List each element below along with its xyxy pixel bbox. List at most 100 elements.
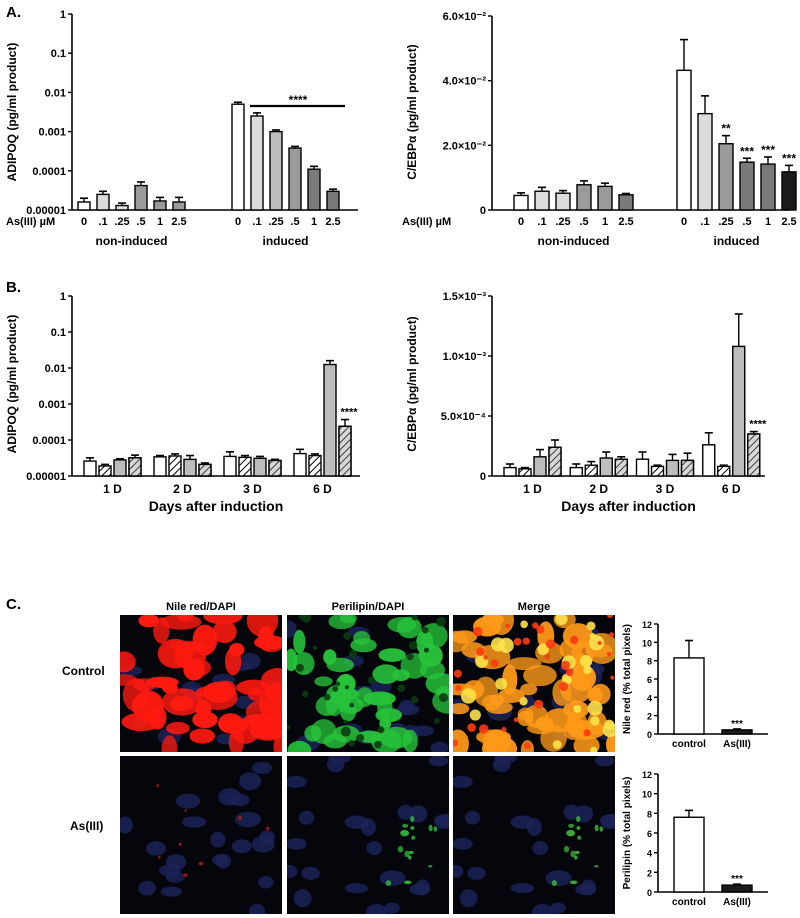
x-tick-label: 1 D (523, 482, 542, 496)
stain-blob (166, 721, 190, 735)
y-tick-label: 0 (647, 730, 652, 740)
lipid-droplet (344, 685, 350, 690)
bar (576, 184, 592, 211)
stain-blob (177, 615, 194, 622)
bar (153, 200, 167, 211)
stain-blob (254, 635, 282, 650)
y-tick-label: 10 (642, 638, 652, 648)
y-axis-label: ADIPOQ (pg/ml product) (5, 43, 19, 182)
y-axis-label: ADIPOQ (pg/ml product) (5, 315, 19, 454)
nucleus-shape (492, 757, 511, 773)
y-tick-label: 6 (647, 829, 652, 839)
nucleus-shape (379, 870, 406, 887)
stain-blob (203, 615, 243, 625)
lipid-droplet (377, 726, 385, 734)
micrograph-control-merge (453, 615, 615, 752)
y-tick-label: 0.01 (45, 363, 66, 375)
x-tick-label: As(III) (723, 897, 751, 908)
lipid-droplet (343, 632, 352, 640)
stain-blob (378, 648, 406, 662)
nucleus-shape (176, 793, 201, 809)
x-tick-label: .1 (98, 216, 107, 228)
nucleus-shape (252, 835, 275, 853)
stain-blob (583, 665, 592, 675)
nucleus-shape (510, 815, 535, 829)
y-tick-label: 8 (647, 657, 652, 667)
nucleus-shape (344, 883, 369, 894)
stain-blob (555, 615, 568, 626)
nucleus-shape (218, 788, 242, 806)
row-label-control: Control (62, 664, 105, 678)
lipid-droplet (343, 719, 348, 724)
lipid-droplet (332, 685, 339, 692)
group-label: induced (262, 234, 308, 248)
nucleus-shape (550, 902, 566, 914)
nucleus-shape (464, 810, 481, 825)
stain-blob (178, 842, 182, 846)
x-tick-label: 2.5 (618, 216, 633, 228)
lipid-droplet (408, 640, 418, 650)
lipid-droplet (610, 675, 615, 680)
lipid-droplet (349, 650, 358, 659)
x-tick-label: .1 (537, 216, 546, 228)
nucleus-shape (467, 866, 486, 880)
stain-blob (157, 638, 194, 669)
bar-hatch (548, 446, 562, 477)
panel-label-c: C. (6, 596, 21, 613)
lipid-droplet (472, 626, 483, 637)
nucleus-shape (453, 775, 473, 788)
x-axis-label: Days after induction (561, 498, 696, 514)
nucleus-shape (165, 854, 187, 870)
lipid-droplet (367, 676, 375, 684)
x-tick-label: 0 (81, 216, 87, 228)
bar (238, 456, 252, 477)
col-label-nile-red: Nile red/DAPI (166, 601, 236, 613)
bar (288, 147, 302, 211)
stain-blob (428, 865, 433, 868)
stain-blob (375, 707, 402, 723)
stain-blob (387, 617, 417, 633)
stain-blob (574, 850, 580, 855)
row-label-arsenic: As(III) (70, 819, 104, 833)
bar-hatch (128, 457, 142, 477)
group-label: induced (713, 234, 759, 248)
significance-stars: *** (740, 144, 754, 158)
lipid-droplet (532, 622, 539, 629)
bar (115, 204, 129, 211)
nucleus-shape (287, 864, 298, 878)
bar (718, 143, 734, 211)
stain-blob (192, 711, 218, 729)
significance-stars: ** (721, 122, 731, 136)
lipid-droplet (513, 637, 522, 646)
bar (98, 465, 112, 477)
nucleus-shape (396, 703, 420, 716)
significance-stars: **** (340, 407, 358, 419)
stain-blob (453, 630, 469, 653)
stain-blob (183, 873, 188, 878)
stain-blob (224, 647, 242, 676)
bar (673, 816, 705, 893)
nucleus-shape (298, 810, 315, 825)
y-tick-label: 10 (642, 790, 652, 800)
bar (231, 103, 245, 211)
nucleus-shape (287, 837, 307, 850)
group-label: non-induced (96, 234, 168, 248)
lipid-droplet (397, 684, 406, 692)
x-tick-label: As(III) (723, 739, 751, 750)
nucleus-shape (326, 757, 345, 773)
bar (172, 201, 186, 211)
stain-blob (402, 823, 409, 828)
nucleus-shape (231, 839, 253, 854)
significance-stars: **** (749, 419, 767, 431)
stain-blob (120, 651, 136, 673)
stain-blob (433, 826, 438, 832)
nucleus-shape (545, 870, 572, 887)
y-tick-label: 8 (647, 809, 652, 819)
bar (534, 190, 550, 211)
nucleus-shape (434, 813, 449, 828)
y-tick-label: 0.0001 (32, 166, 66, 178)
stain-blob (576, 815, 581, 823)
bar (732, 345, 746, 477)
col-label-perilipin: Perilipin/DAPI (331, 601, 405, 613)
x-tick-label: control (672, 739, 706, 750)
